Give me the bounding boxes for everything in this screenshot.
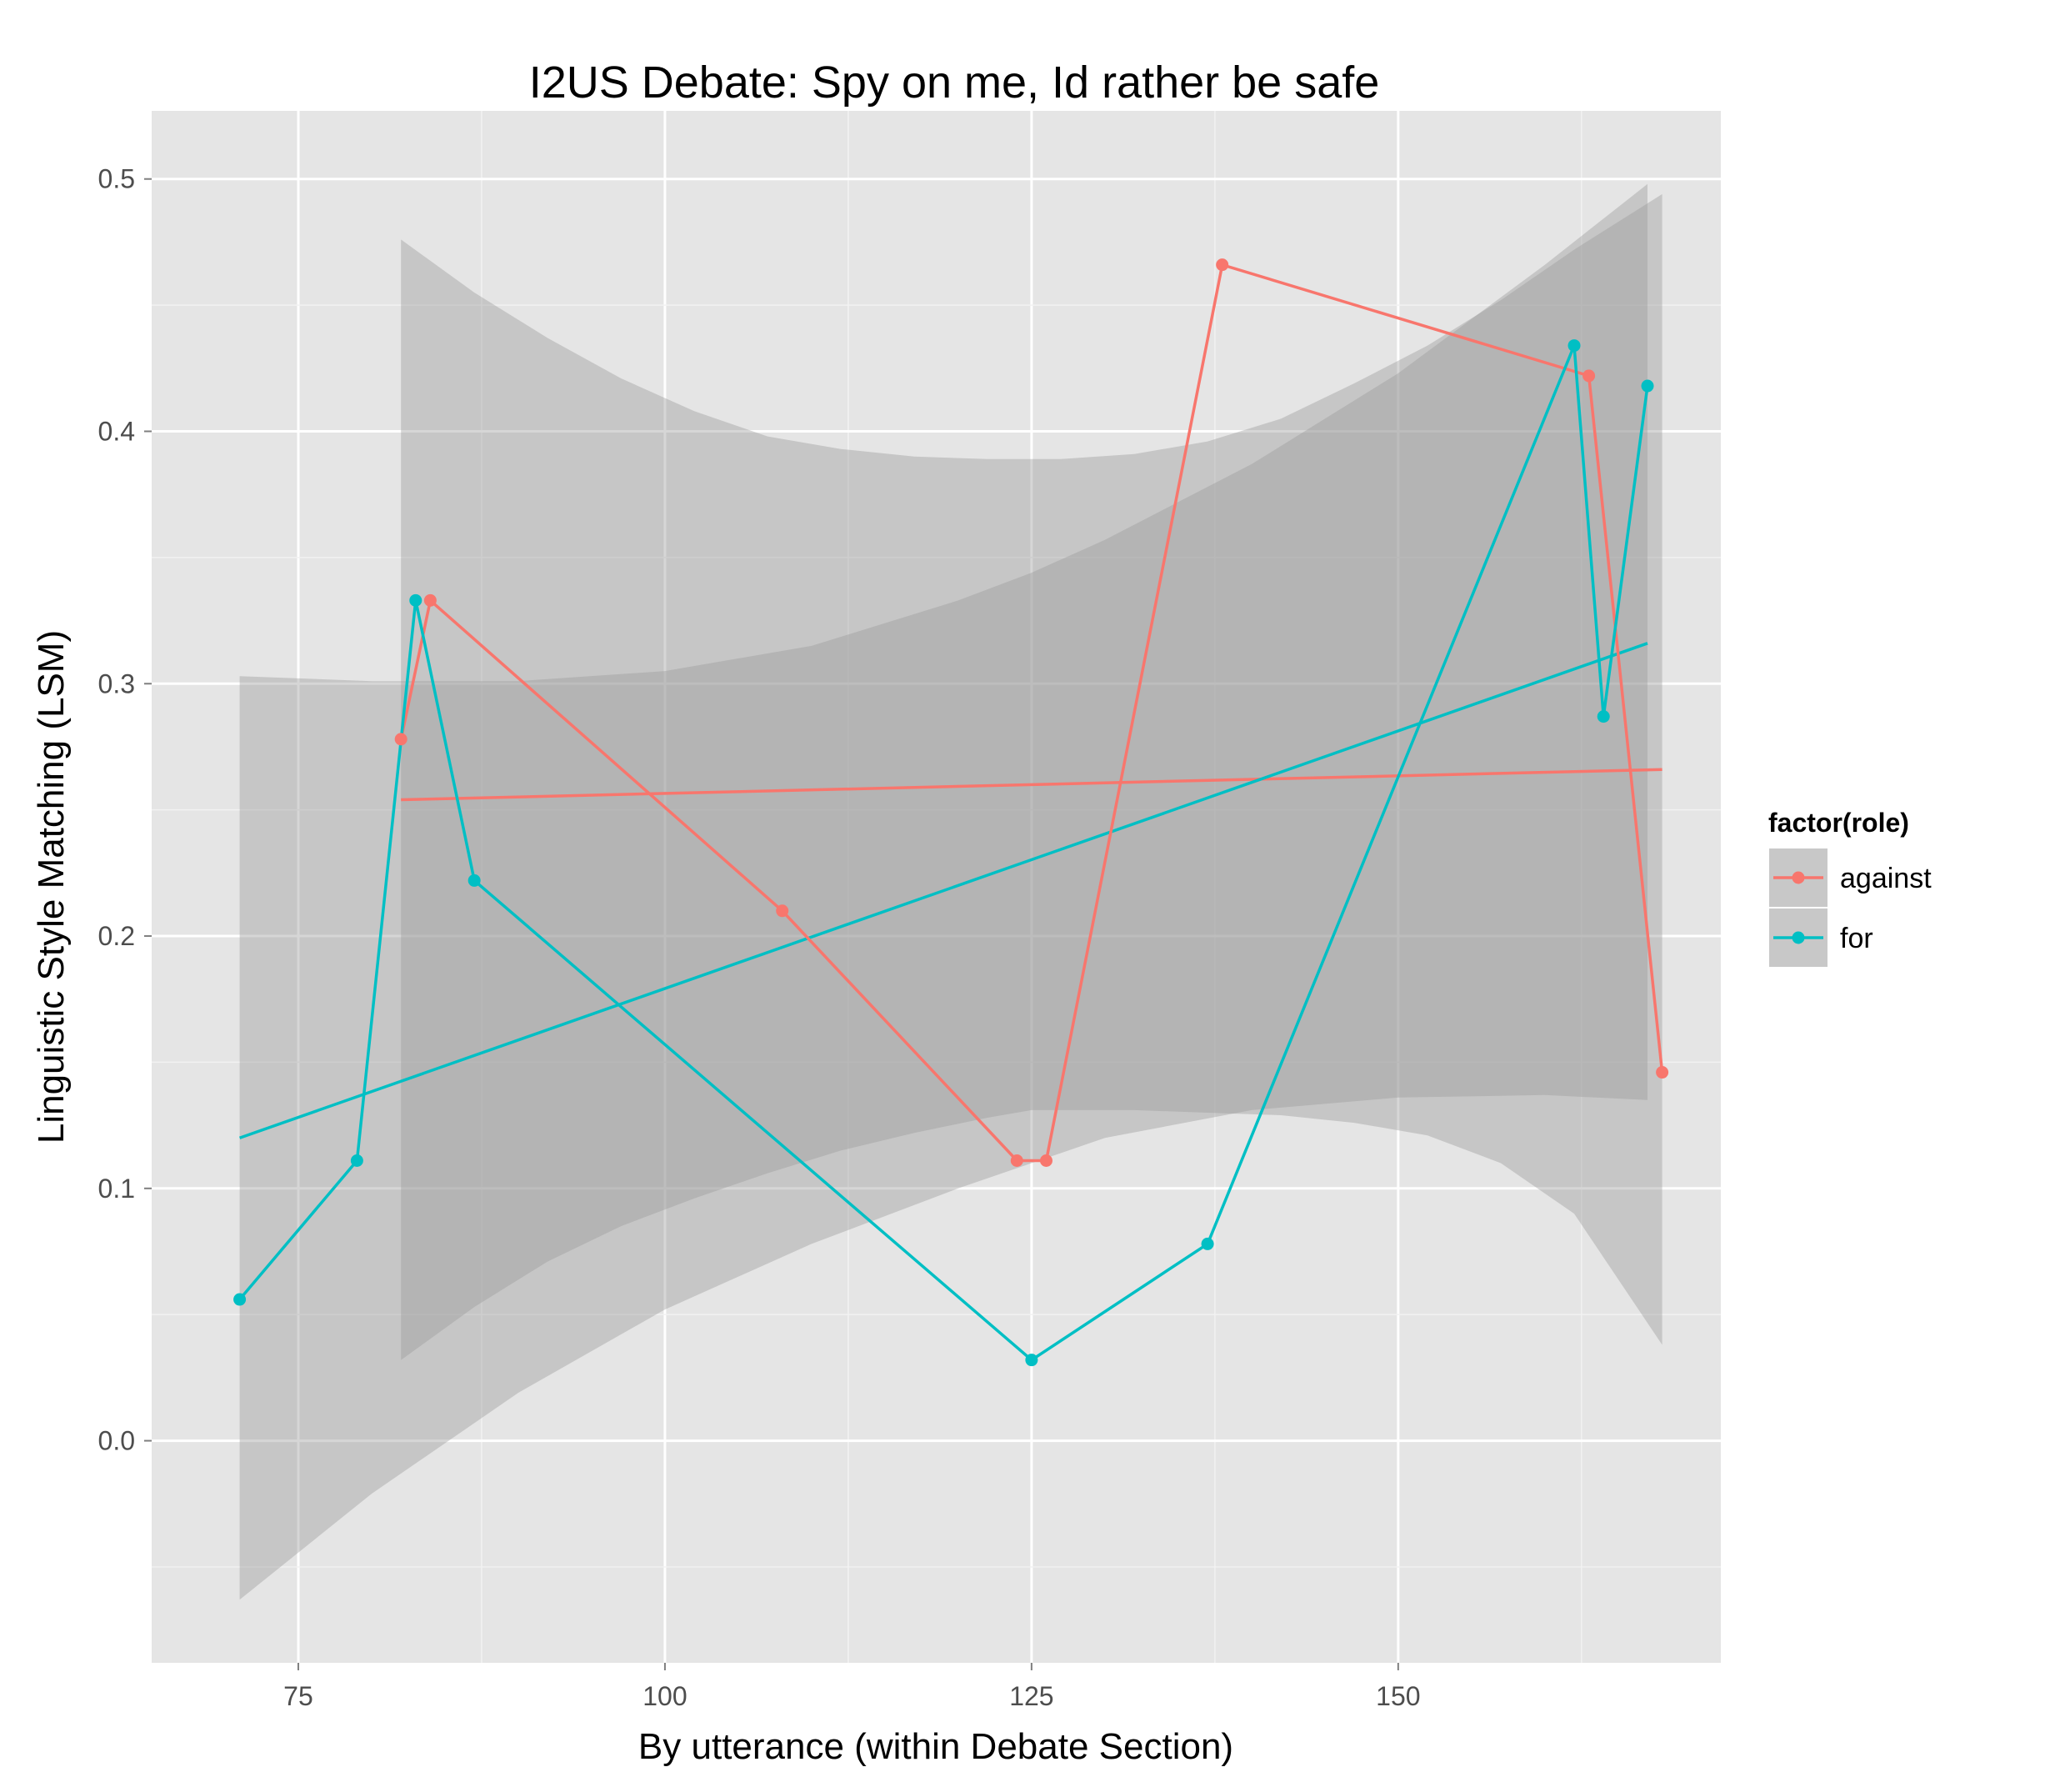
data-point-against bbox=[1039, 1154, 1052, 1167]
y-tick-label: 0.2 bbox=[98, 921, 135, 951]
x-tick-label: 150 bbox=[1376, 1681, 1420, 1711]
y-tick-label: 0.5 bbox=[98, 164, 135, 194]
y-tick-label: 0.4 bbox=[98, 417, 135, 447]
x-tick-label: 125 bbox=[1009, 1681, 1053, 1711]
data-point-for bbox=[1568, 339, 1581, 353]
data-point-against bbox=[1216, 258, 1229, 272]
data-point-against bbox=[776, 904, 789, 918]
data-point-for bbox=[1201, 1237, 1214, 1250]
x-axis-title: By utterance (within Debate Section) bbox=[638, 1726, 1233, 1767]
data-point-against bbox=[1656, 1066, 1669, 1079]
data-point-against bbox=[394, 733, 408, 746]
y-axis-ticks: 0.0 0.1 0.2 0.3 0.4 0.5 bbox=[98, 164, 152, 1456]
data-point-for bbox=[350, 1154, 363, 1167]
legend-key-point-for bbox=[1792, 931, 1805, 944]
data-point-for bbox=[1597, 710, 1610, 723]
y-tick-label: 0.0 bbox=[98, 1426, 135, 1456]
x-axis-ticks: 75 100 125 150 bbox=[283, 1663, 1421, 1711]
y-tick-label: 0.1 bbox=[98, 1174, 135, 1204]
legend-key-point-against bbox=[1792, 871, 1805, 884]
legend-label-against: against bbox=[1840, 863, 1932, 894]
legend-label-for: for bbox=[1840, 923, 1873, 954]
data-points bbox=[233, 258, 1669, 1367]
y-tick-label: 0.3 bbox=[98, 668, 135, 698]
x-tick-label: 100 bbox=[642, 1681, 687, 1711]
series-line-against bbox=[399, 263, 1664, 1163]
trend-line-against bbox=[401, 768, 1662, 802]
legend-keys: against for bbox=[1768, 847, 1932, 969]
trend-line-for bbox=[239, 642, 1648, 1139]
data-point-for bbox=[409, 593, 422, 607]
data-point-against bbox=[423, 593, 437, 607]
data-point-for bbox=[233, 1293, 247, 1306]
plot-panel bbox=[152, 111, 1721, 1663]
data-point-against bbox=[1010, 1154, 1023, 1167]
y-axis-title: Linguistic Style Matching (LSM) bbox=[31, 630, 72, 1144]
chart-title: I2US Debate: Spy on me, Id rather be saf… bbox=[529, 58, 1380, 108]
legend: factor(role) against for bbox=[1768, 808, 1932, 969]
ribbon-against bbox=[401, 193, 1662, 1360]
data-point-against bbox=[1582, 369, 1596, 383]
x-tick-label: 75 bbox=[283, 1681, 313, 1711]
trend-lines bbox=[239, 642, 1662, 1139]
legend-title: factor(role) bbox=[1768, 808, 1909, 838]
data-point-for bbox=[1641, 379, 1654, 393]
data-point-for bbox=[1025, 1354, 1038, 1367]
data-point-for bbox=[468, 873, 481, 887]
grid-lines bbox=[152, 111, 1721, 1663]
